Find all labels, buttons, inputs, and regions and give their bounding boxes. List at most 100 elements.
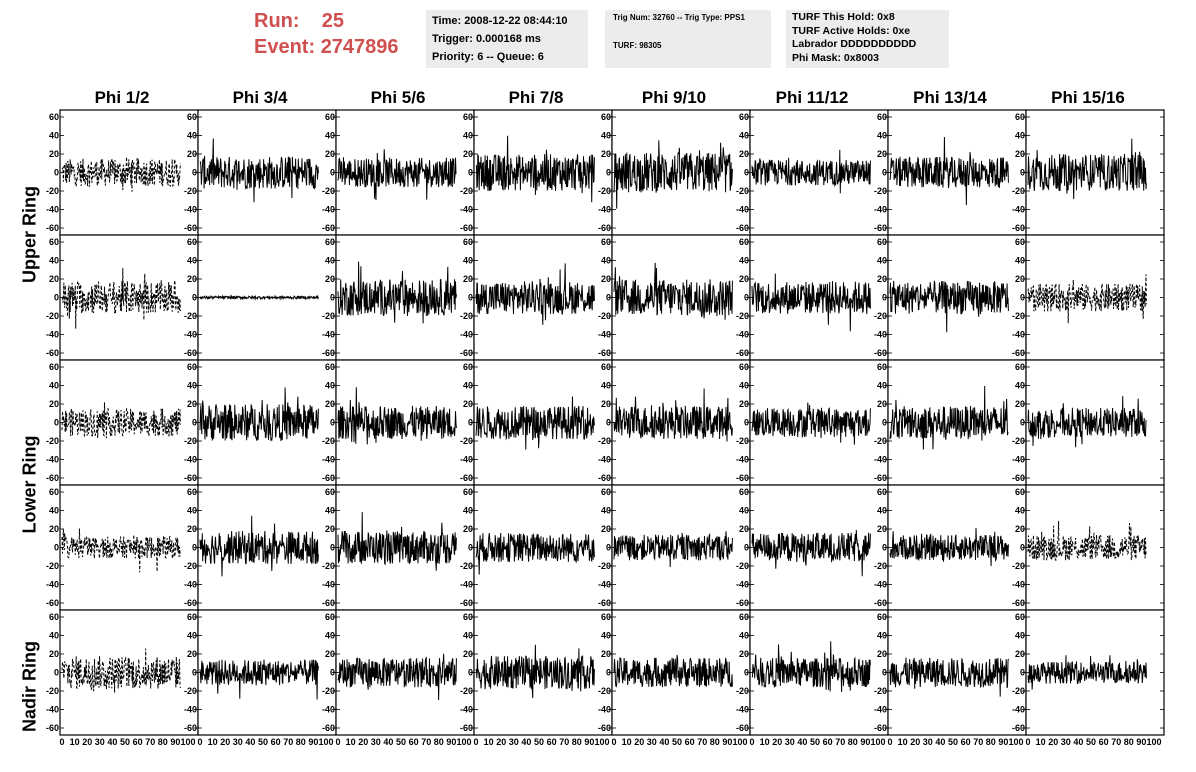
x-tick-label: 0 bbox=[473, 737, 478, 747]
y-tick-label: -40 bbox=[184, 455, 197, 465]
y-tick-label: 60 bbox=[1015, 237, 1025, 247]
x-tick-label: 80 bbox=[572, 737, 582, 747]
labrador-text: Labrador DDDDDDDDDD bbox=[792, 38, 917, 50]
y-tick-label: 40 bbox=[601, 256, 611, 266]
waveform-trace bbox=[889, 136, 1009, 206]
y-tick-label: 60 bbox=[187, 112, 197, 122]
y-tick-label: -40 bbox=[322, 455, 335, 465]
waveform-trace bbox=[337, 653, 457, 701]
y-tick-label: -20 bbox=[1012, 686, 1025, 696]
y-tick-label: 0 bbox=[54, 293, 59, 303]
y-tick-label: 40 bbox=[187, 631, 197, 641]
waveform-trace bbox=[613, 262, 733, 320]
x-tick-label: 10 bbox=[484, 737, 494, 747]
waveform-panel-r2-c0: 60 40 20 0 -20 -40 -60 bbox=[46, 359, 199, 486]
waveform-trace bbox=[61, 268, 181, 329]
y-tick-label: 20 bbox=[463, 274, 473, 284]
x-tick-label: 60 bbox=[823, 737, 833, 747]
y-tick-label: 20 bbox=[1015, 399, 1025, 409]
y-tick-label: 20 bbox=[1015, 649, 1025, 659]
y-tick-label: -40 bbox=[322, 580, 335, 590]
x-tick-label: 50 bbox=[534, 737, 544, 747]
y-tick-label: -20 bbox=[598, 436, 611, 446]
y-tick-label: -60 bbox=[184, 723, 197, 733]
y-tick-label: -20 bbox=[46, 311, 59, 321]
y-tick-label: 40 bbox=[739, 381, 749, 391]
y-tick-label: 60 bbox=[463, 237, 473, 247]
x-tick-label: 40 bbox=[1073, 737, 1083, 747]
y-tick-label: -20 bbox=[184, 436, 197, 446]
x-tick-label: 100 bbox=[1146, 737, 1161, 747]
y-tick-label: -60 bbox=[598, 223, 611, 233]
y-tick-label: 60 bbox=[187, 237, 197, 247]
y-tick-label: -40 bbox=[322, 705, 335, 715]
y-tick-label: 60 bbox=[601, 487, 611, 497]
y-tick-label: 0 bbox=[330, 543, 335, 553]
y-tick-label: -20 bbox=[184, 561, 197, 571]
y-tick-label: -60 bbox=[874, 598, 887, 608]
waveform-trace bbox=[889, 280, 1009, 333]
y-tick-label: -20 bbox=[1012, 561, 1025, 571]
x-tick-label: 10 bbox=[70, 737, 80, 747]
y-tick-label: -60 bbox=[1012, 223, 1025, 233]
y-tick-label: -40 bbox=[598, 705, 611, 715]
x-tick-label: 10 bbox=[760, 737, 770, 747]
waveform-panel-r2-c3: 60 40 20 0 -20 -40 -60 bbox=[460, 359, 613, 486]
y-tick-label: 60 bbox=[1015, 612, 1025, 622]
y-tick-label: -40 bbox=[736, 330, 749, 340]
y-tick-label: 60 bbox=[601, 112, 611, 122]
y-tick-label: 20 bbox=[187, 524, 197, 534]
y-tick-label: -40 bbox=[1012, 705, 1025, 715]
y-tick-label: 0 bbox=[606, 543, 611, 553]
trigger-text: Trigger: 0.000168 ms bbox=[432, 33, 541, 45]
y-tick-label: 60 bbox=[49, 612, 59, 622]
y-tick-label: 40 bbox=[463, 506, 473, 516]
x-tick-label: 90 bbox=[308, 737, 318, 747]
y-tick-label: 0 bbox=[744, 418, 749, 428]
y-tick-label: -20 bbox=[460, 186, 473, 196]
y-tick-label: -60 bbox=[46, 598, 59, 608]
y-tick-label: 0 bbox=[468, 543, 473, 553]
y-tick-label: -20 bbox=[874, 686, 887, 696]
column-header-phi-11-12: Phi 11/12 bbox=[775, 88, 849, 107]
y-tick-label: -60 bbox=[322, 723, 335, 733]
y-tick-label: 20 bbox=[739, 399, 749, 409]
waveform-trace bbox=[1027, 274, 1147, 324]
y-tick-label: 40 bbox=[325, 631, 335, 641]
x-tick-label: 50 bbox=[672, 737, 682, 747]
x-tick-label: 30 bbox=[1061, 737, 1071, 747]
y-tick-label: -20 bbox=[1012, 186, 1025, 196]
y-tick-label: 60 bbox=[325, 362, 335, 372]
y-tick-label: -20 bbox=[184, 311, 197, 321]
waveform-panel-r0-c2: 60 40 20 0 -20 -40 -60 bbox=[322, 109, 475, 236]
y-tick-label: 60 bbox=[739, 112, 749, 122]
x-tick-label: 40 bbox=[107, 737, 117, 747]
y-tick-label: -40 bbox=[184, 705, 197, 715]
x-tick-label: 50 bbox=[396, 737, 406, 747]
waveform-trace bbox=[751, 149, 871, 194]
waveform-panel-r0-c1: 60 40 20 0 -20 -40 -60 bbox=[184, 109, 337, 236]
y-tick-label: 60 bbox=[739, 237, 749, 247]
trig-info-box: Trig Num: 32760 -- Trig Type: PPS1 TURF:… bbox=[605, 10, 771, 68]
waveform-trace bbox=[337, 261, 457, 324]
y-tick-label: 20 bbox=[325, 399, 335, 409]
y-tick-label: 60 bbox=[739, 487, 749, 497]
waveform-panel-r2-c4: 60 40 20 0 -20 -40 -60 bbox=[598, 359, 751, 486]
y-tick-label: -60 bbox=[322, 348, 335, 358]
y-tick-label: 20 bbox=[325, 274, 335, 284]
y-tick-label: -20 bbox=[460, 561, 473, 571]
x-tick-label: 30 bbox=[509, 737, 519, 747]
x-tick-label: 70 bbox=[145, 737, 155, 747]
waveform-panel-r4-c4: 60 40 20 0 -20 -40 -60 bbox=[598, 609, 751, 736]
x-tick-label: 20 bbox=[1048, 737, 1058, 747]
y-tick-label: 40 bbox=[325, 506, 335, 516]
y-tick-label: -20 bbox=[598, 686, 611, 696]
run-line: Run: 25 bbox=[254, 8, 399, 34]
y-tick-label: 20 bbox=[325, 649, 335, 659]
y-tick-label: 40 bbox=[1015, 381, 1025, 391]
waveform-trace bbox=[199, 515, 319, 577]
y-tick-label: -20 bbox=[736, 186, 749, 196]
x-tick-label: 60 bbox=[547, 737, 557, 747]
y-tick-label: -40 bbox=[184, 330, 197, 340]
y-tick-label: 20 bbox=[49, 649, 59, 659]
